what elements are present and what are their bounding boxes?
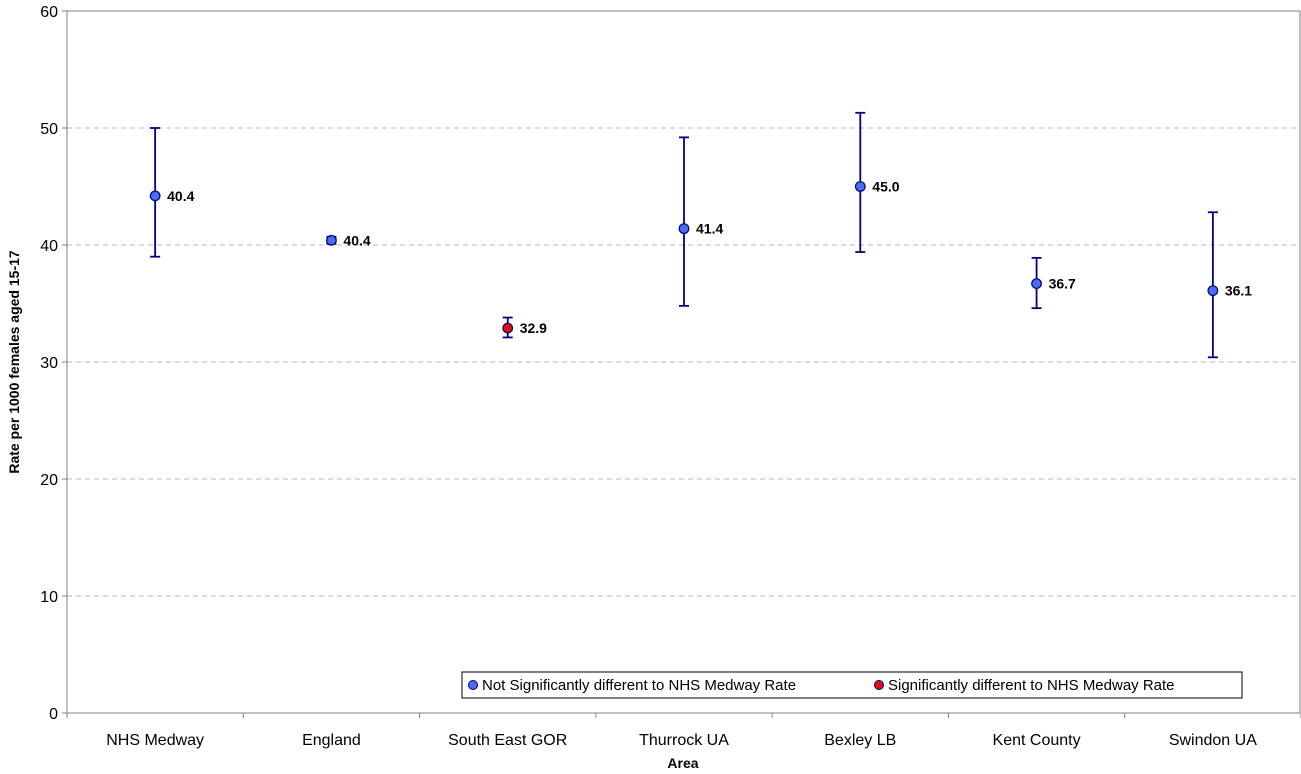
data-label: 40.4 <box>343 232 370 248</box>
legend-label-not-significant: Not Significantly different to NHS Medwa… <box>482 677 796 694</box>
data-label: 36.7 <box>1049 276 1076 292</box>
data-point <box>326 234 337 246</box>
x-tick-label: NHS Medway <box>106 732 204 749</box>
data-point <box>1207 285 1219 297</box>
data-label: 40.4 <box>167 188 194 204</box>
y-tick-label: 50 <box>40 121 58 138</box>
data-point-group: 45.0 <box>854 111 900 253</box>
x-tick-label: England <box>302 732 361 749</box>
legend-label-significant: Significantly different to NHS Medway Ra… <box>888 677 1175 694</box>
data-label: 41.4 <box>696 221 723 237</box>
data-point-group: 41.4 <box>678 136 723 307</box>
data-label: 36.1 <box>1225 283 1252 299</box>
data-label: 45.0 <box>872 179 899 195</box>
legend-marker-significant <box>874 680 884 690</box>
data-label: 32.9 <box>520 320 547 336</box>
data-point <box>149 190 161 202</box>
marks-layer: 40.4 40.4 32.9 41.4 45.0 36.7 36.1 <box>149 111 1252 359</box>
data-point-group: 40.4 <box>326 232 371 248</box>
y-tick-label: 0 <box>49 706 58 723</box>
data-point-group: 36.1 <box>1207 211 1252 359</box>
y-tick-label: 30 <box>40 355 58 372</box>
data-point <box>1031 278 1042 290</box>
data-point <box>854 181 866 192</box>
legend-marker-not-significant <box>468 680 478 690</box>
x-tick-label: Swindon UA <box>1169 732 1257 749</box>
x-tick-label: South East GOR <box>448 732 567 749</box>
y-tick-label: 20 <box>40 472 58 489</box>
x-tick-label: Bexley LB <box>824 732 896 749</box>
legend-box <box>461 671 1243 699</box>
y-axis-title: Rate per 1000 females aged 15-17 <box>6 250 22 474</box>
data-point-group: 40.4 <box>149 127 195 258</box>
x-tick-label: Kent County <box>993 732 1081 749</box>
data-point <box>502 322 514 334</box>
data-point-group: 36.7 <box>1031 256 1076 310</box>
x-tick-label: Thurrock UA <box>639 732 729 749</box>
y-tick-label: 60 <box>40 4 58 21</box>
data-point-group: 32.9 <box>502 316 547 339</box>
data-point <box>678 223 690 235</box>
axis-layer: 0 10 20 30 40 50 60 NHS Medway England South East… <box>40 4 1301 749</box>
y-tick-label: 10 <box>40 589 58 606</box>
y-tick-label: 40 <box>40 238 58 255</box>
legend: Not Significantly different to NHS Medwa… <box>461 671 1243 699</box>
x-axis-title: Area <box>667 755 698 771</box>
